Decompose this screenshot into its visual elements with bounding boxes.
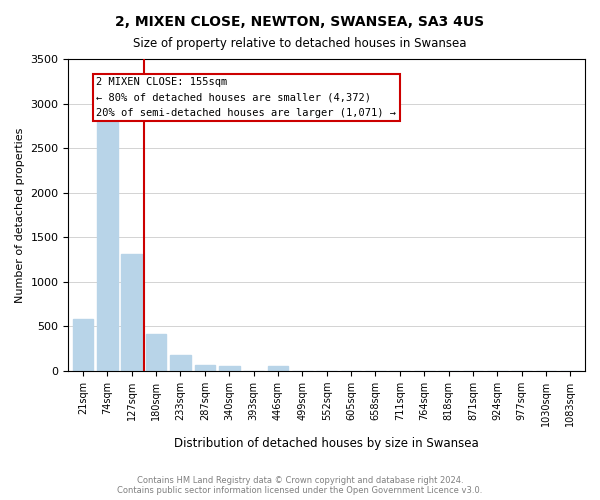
Bar bbox=[97, 112, 118, 371]
Text: 2, MIXEN CLOSE, NEWTON, SWANSEA, SA3 4US: 2, MIXEN CLOSE, NEWTON, SWANSEA, SA3 4US bbox=[115, 15, 485, 29]
Text: Contains HM Land Registry data © Crown copyright and database right 2024.
Contai: Contains HM Land Registry data © Crown c… bbox=[118, 476, 482, 495]
Bar bbox=[219, 366, 239, 371]
X-axis label: Distribution of detached houses by size in Swansea: Distribution of detached houses by size … bbox=[175, 437, 479, 450]
Y-axis label: Number of detached properties: Number of detached properties bbox=[15, 128, 25, 302]
Bar bbox=[73, 319, 94, 371]
Text: 2 MIXEN CLOSE: 155sqm
← 80% of detached houses are smaller (4,372)
20% of semi-d: 2 MIXEN CLOSE: 155sqm ← 80% of detached … bbox=[97, 77, 397, 118]
Bar bbox=[146, 334, 166, 371]
Bar bbox=[121, 254, 142, 371]
Bar bbox=[268, 366, 289, 371]
Bar bbox=[194, 364, 215, 371]
Bar bbox=[170, 356, 191, 371]
Text: Size of property relative to detached houses in Swansea: Size of property relative to detached ho… bbox=[133, 38, 467, 51]
